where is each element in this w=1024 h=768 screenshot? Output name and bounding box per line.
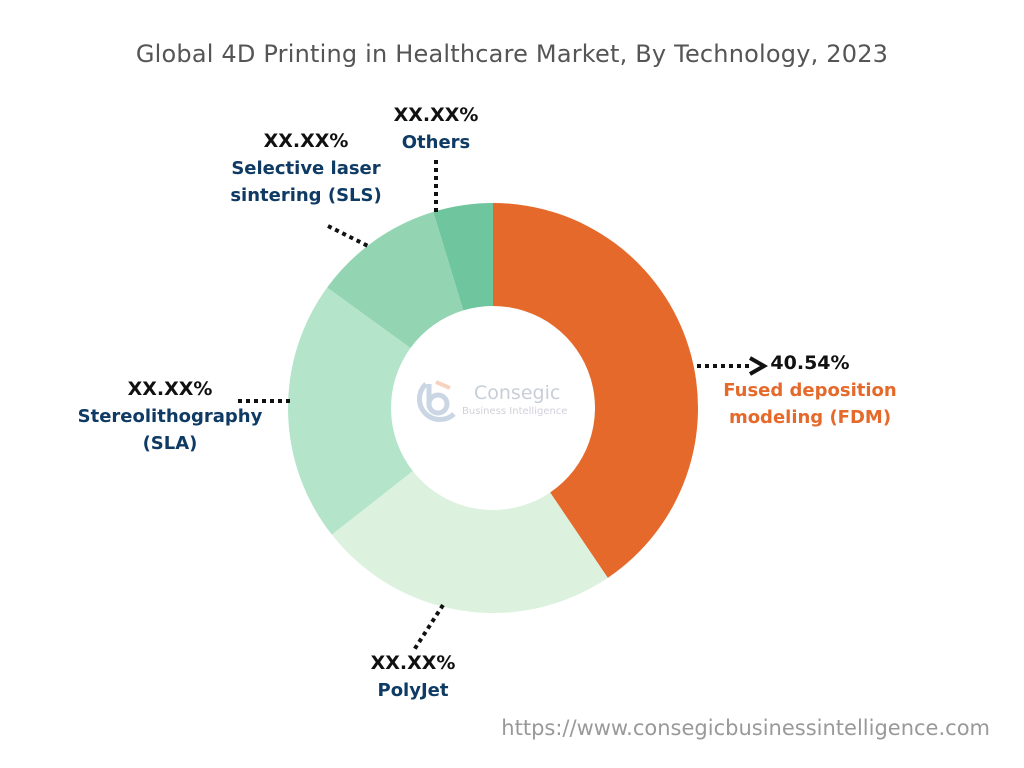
label-sls: XX.XX% Selective laser sintering (SLS) <box>216 128 396 209</box>
slice-selective-laser-sintering-sls <box>327 211 464 349</box>
label-value: 40.54% <box>770 352 850 374</box>
source-url[interactable]: https://www.consegicbusinessintelligence… <box>501 716 990 740</box>
slice-polyjet <box>331 471 608 613</box>
label-name: (SLA) <box>142 433 198 454</box>
label-name: Selective laser <box>231 158 381 179</box>
label-fdm: 40.54% Fused deposition modeling (FDM) <box>700 350 920 431</box>
logo-text: Consegic <box>474 382 561 404</box>
logo-icon <box>417 380 456 422</box>
label-others: XX.XX% Others <box>376 102 496 156</box>
label-value: XX.XX% <box>263 130 349 152</box>
watermark-logo: Consegic Business Intelligence <box>412 376 582 426</box>
slice-stereolithography-sla <box>288 287 413 535</box>
chart-title: Global 4D Printing in Healthcare Market,… <box>135 40 889 68</box>
leader-sls <box>327 224 371 249</box>
leader-polyjet <box>412 603 445 652</box>
label-name: Fused deposition <box>723 380 897 401</box>
label-polyjet: XX.XX% PolyJet <box>333 650 493 704</box>
slice-others <box>433 203 493 311</box>
label-value: XX.XX% <box>393 104 479 126</box>
label-name: PolyJet <box>377 680 449 701</box>
label-sla: XX.XX% Stereolithography (SLA) <box>70 376 270 457</box>
label-name: sintering (SLS) <box>230 185 382 206</box>
label-name: Stereolithography <box>77 406 263 427</box>
label-name: modeling (FDM) <box>728 407 892 428</box>
logo-subtext: Business Intelligence <box>462 406 568 417</box>
slice-fused-deposition-modeling-fdm <box>493 203 698 578</box>
arrowhead-icon <box>749 356 769 376</box>
label-name: Others <box>401 132 471 153</box>
label-value: XX.XX% <box>370 652 456 674</box>
label-value: XX.XX% <box>127 378 213 400</box>
